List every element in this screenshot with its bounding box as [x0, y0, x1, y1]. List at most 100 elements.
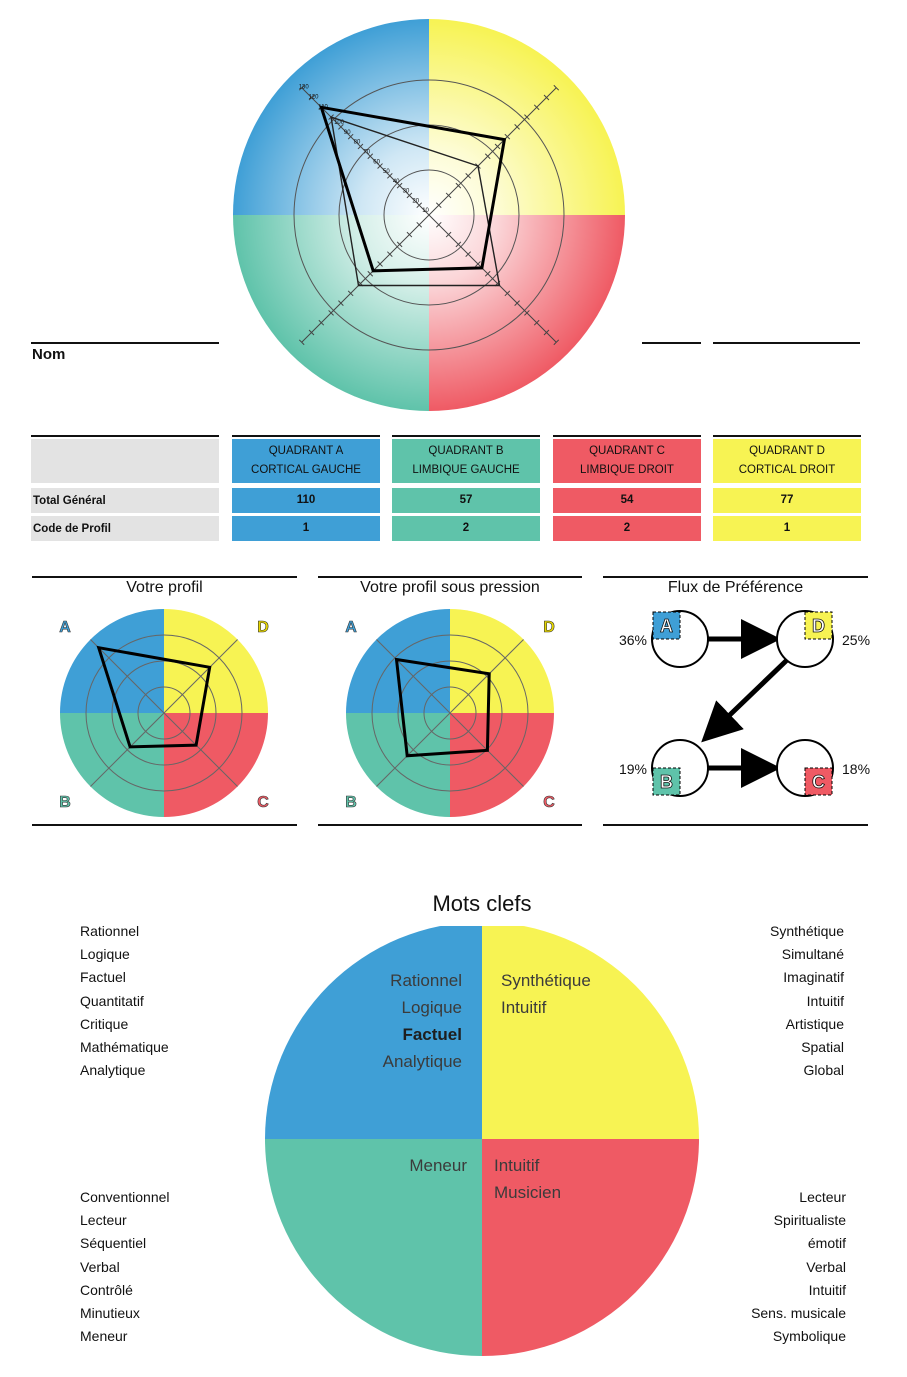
top-scale-label: 120 [309, 95, 320, 101]
keyword-item: Spatial [801, 1039, 844, 1056]
quadrant-header-d: QUADRANT D CORTICAL DROIT [713, 439, 861, 483]
top-scale-label: 40 [393, 179, 400, 185]
top-tick [494, 143, 501, 150]
kw-quadrant-b [265, 1139, 482, 1356]
small-charts-area: A D B C A D B C A 36% D 25% B 19% C 18% [59, 609, 870, 817]
top-tick [514, 300, 520, 306]
sous-pression-axis-db [376, 639, 524, 787]
top-axis-db [301, 87, 557, 343]
nom-label: Nom [32, 346, 66, 363]
votre-profil-letter-c: C [257, 794, 269, 811]
flux-fill-b [652, 767, 681, 796]
top-ring-1 [383, 169, 475, 261]
keywords-pie: Rationnel Logique Factuel Analytique Synthét… [265, 926, 699, 1356]
flux-fill-a [652, 611, 681, 640]
top-tick [484, 270, 491, 277]
top-tick [406, 231, 413, 238]
top-tick [475, 261, 481, 267]
sous-pression-letter-c: C [543, 794, 555, 811]
keyword-item: Intuitif [808, 1281, 846, 1298]
top-tick [543, 94, 550, 101]
keyword-item: Lecteur [799, 1189, 846, 1205]
keyword-item: Lecteur [80, 1212, 127, 1229]
top-tick [387, 173, 393, 179]
top-scale-label: 80 [354, 140, 361, 146]
keyword-item: Synthétique [770, 923, 844, 939]
keyword-item: Quantitatif [80, 992, 144, 1009]
top-tick [347, 290, 354, 297]
section-line-bottom-1 [32, 824, 297, 826]
keyword-item: Verbal [80, 1258, 120, 1275]
pie-keyword-a: Rationnel [390, 971, 462, 990]
top-scale-label: 100 [334, 120, 345, 126]
top-tick [377, 261, 383, 267]
top-tick [455, 241, 462, 248]
row-label-code: Code de Profil [31, 516, 219, 541]
flux-arrow-d-b [701, 658, 789, 743]
keyword-item: Global [803, 1062, 844, 1079]
top-tick [367, 270, 374, 277]
quadrant-header-line2: CORTICAL GAUCHE [251, 464, 361, 476]
pie-keyword-c: Musicien [494, 1183, 561, 1202]
keyword-item: Symbolique [772, 1328, 846, 1345]
top-scale-label: 50 [383, 169, 390, 175]
keyword-item: Minutieux [80, 1305, 140, 1322]
section-line-bottom-3 [603, 824, 868, 826]
top-tick [396, 241, 403, 248]
mots-clefs-title: Mots clefs [432, 891, 532, 916]
pie-keyword-d: Intuitif [501, 998, 547, 1017]
top-tick [465, 173, 471, 179]
keyword-item: Verbal [806, 1258, 846, 1275]
top-tick [406, 192, 413, 199]
top-tick [524, 310, 530, 316]
sous-pression-ring-2 [397, 660, 503, 766]
top-tick [435, 221, 442, 228]
quadrant-header-line2: CORTICAL DROIT [738, 464, 836, 476]
flux-letter-a: A [660, 616, 673, 636]
votre-profil-title: Votre profil [126, 579, 203, 596]
keyword-item: Simultané [781, 946, 844, 963]
top-tick [387, 251, 393, 257]
sous-pression-letter-a: A [345, 619, 357, 636]
flux-percent-b: 19% [619, 761, 647, 777]
keyword-item: Imaginatif [783, 969, 844, 986]
votre-profil-letter-d: D [257, 619, 269, 636]
top-tick [524, 114, 530, 120]
keyword-item: émotif [807, 1235, 846, 1252]
quadrant-header-line1: QUADRANT C [589, 445, 665, 457]
top-scale-label: 90 [344, 130, 351, 136]
quadrant-code-b: 2 [392, 516, 540, 541]
votre-profil-axis-db [90, 639, 238, 787]
table-col-line-a [232, 435, 380, 437]
top-tick [328, 310, 334, 316]
top-tick [553, 84, 560, 91]
table-header-blank [31, 439, 219, 483]
top-tick [445, 192, 452, 199]
flux-letter-c: C [812, 772, 825, 792]
quadrant-header-line1: QUADRANT A [268, 445, 344, 457]
nom-line [31, 342, 219, 344]
top-tick [367, 153, 374, 160]
sous-pression-title: Votre profil sous pression [360, 579, 540, 596]
top-tick [533, 104, 540, 111]
kw-quadrant-c [482, 1139, 699, 1356]
votre-profil-ring-3 [85, 634, 243, 792]
flux-letter-b: B [660, 772, 673, 792]
top-tick [484, 153, 491, 160]
pie-keyword-c: Intuitif [494, 1156, 540, 1175]
votre-profil-ring-2 [111, 660, 217, 766]
flux-percent-d: 25% [842, 632, 870, 648]
top-tick [533, 319, 540, 326]
top-tick [504, 290, 511, 297]
keyword-item: Contrôlé [80, 1281, 133, 1298]
keyword-item: Logique [80, 946, 130, 963]
sous-pression-ring-3 [371, 634, 529, 792]
top-tick [435, 202, 442, 209]
top-scale-label: 70 [363, 149, 370, 155]
kw-quadrant-d [482, 926, 699, 1139]
top-tick [377, 163, 383, 169]
quadrant-total-a: 110 [232, 488, 380, 513]
top-tick [514, 124, 520, 130]
top-tick [308, 329, 315, 336]
